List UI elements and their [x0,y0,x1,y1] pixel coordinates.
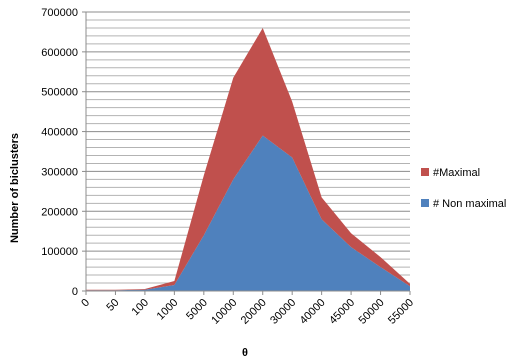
legend: #Maximal # Non maximal [421,167,506,210]
y-tick-label: 300000 [41,166,78,178]
x-tick-label: 20000 [239,297,269,327]
y-tick-labels: 0 100000 200000 300000 400000 500000 600000 700… [41,7,78,298]
x-tick-label: 10000 [209,297,239,327]
legend-swatch [421,168,429,176]
y-tick-label: 600000 [41,47,78,59]
area-series-1 [86,27,410,291]
area-series-0 [86,135,410,291]
y-tick-label: 200000 [41,206,78,218]
plot-areas [86,27,410,291]
x-tick-label: 100 [130,297,151,318]
x-tick-labels: 0 50 100 1000 5000 10000 20000 30000 40000 45000 5… [79,297,416,327]
x-tick-label: 0 [79,297,92,310]
x-tick-label: 50000 [357,297,387,327]
y-tick-label: 0 [72,286,78,298]
x-tick-label: 30000 [268,297,298,327]
x-tick-label: 40000 [298,297,328,327]
x-tick-label: 45000 [327,297,357,327]
x-tick-label: 50 [104,297,121,314]
y-tick-label: 100000 [41,246,78,258]
axes [82,11,411,295]
x-tick-label: 55000 [386,297,416,327]
x-tick-label: 1000 [155,297,181,323]
y-axis-title: Number of biclusters [9,133,21,243]
x-axis-title: θ [242,347,248,359]
legend-label: # Non maximal [433,198,506,210]
legend-label: #Maximal [433,167,480,179]
y-tick-label: 700000 [41,7,78,19]
legend-swatch [421,199,429,207]
y-tick-label: 500000 [41,87,78,99]
y-tick-label: 400000 [41,127,78,139]
x-tick-label: 5000 [184,297,210,323]
